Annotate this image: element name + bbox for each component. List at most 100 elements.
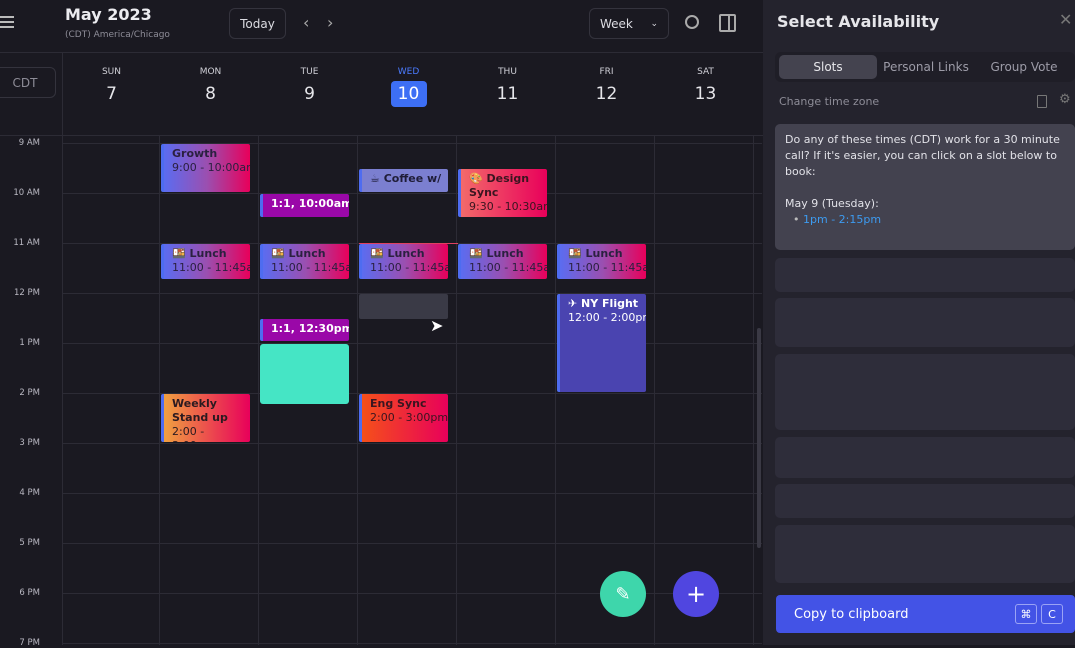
skeleton-row [775, 525, 1075, 583]
search-icon[interactable] [685, 15, 699, 29]
event-time: 11:00 - 11:45am [568, 261, 646, 274]
day-header-tue[interactable]: TUE 9 [260, 67, 359, 107]
availability-message[interactable]: Do any of these times (CDT) work for a 3… [775, 124, 1075, 250]
gear-icon[interactable]: ⚙ [1059, 92, 1071, 107]
hour-line [62, 493, 762, 494]
hour-line [62, 443, 762, 444]
event-title: 🍱 Lunch [172, 247, 227, 260]
event-eng-sync[interactable]: Eng Sync 2:00 - 3:00pm [359, 394, 448, 442]
tab-group-vote[interactable]: Group Vote [990, 60, 1058, 74]
event-ny-flight[interactable]: ✈ NY Flight 12:00 - 2:00pm [557, 294, 646, 392]
day-header-fri[interactable]: FRI 12 [557, 67, 656, 107]
view-select[interactable]: Week ⌄ [589, 8, 669, 39]
calendar-edit-icon: ✎ [615, 583, 631, 605]
add-file-icon[interactable] [1037, 95, 1047, 108]
hour-label: 2 PM [19, 388, 40, 398]
day-divider [753, 135, 754, 645]
day-header-wed[interactable]: WED 10 [359, 67, 458, 107]
event-title: Weekly Stand up [172, 397, 228, 424]
day-name: MON [199, 67, 222, 77]
event-time: 2:00 - 3:00pm [172, 425, 214, 442]
hour-label: 3 PM [19, 438, 40, 448]
day-name: FRI [599, 67, 614, 77]
day-name: WED [397, 67, 420, 77]
day-date: 7 [106, 84, 117, 104]
availability-slot[interactable] [260, 344, 349, 404]
add-event-button[interactable]: + [673, 571, 719, 617]
event-title: 🍱 Lunch [469, 247, 524, 260]
hour-label: 10 AM [13, 188, 40, 198]
event-title: 1:1, 10:00am [271, 197, 349, 210]
event-design-sync[interactable]: 🎨 Design Sync 9:30 - 10:30am [458, 169, 547, 217]
shortcut-key: ⌘ [1015, 604, 1037, 624]
event-title: Eng Sync [370, 397, 427, 410]
day-header-thu[interactable]: THU 11 [458, 67, 557, 107]
slot-link[interactable]: 1pm - 2:15pm [803, 213, 882, 226]
panel-title: Select Availability [777, 12, 940, 31]
next-icon[interactable]: › [327, 13, 334, 32]
event-one-on-one[interactable]: 1:1, 12:30pm [260, 319, 349, 341]
plus-icon: + [685, 580, 707, 608]
hour-label: 9 AM [18, 138, 40, 148]
event-time: 11:00 - 11:45am [172, 261, 250, 274]
day-name: TUE [300, 67, 319, 77]
tab-slots[interactable]: Slots [779, 55, 877, 79]
event-title: 🎨 Design Sync [469, 172, 530, 199]
current-time-line [359, 243, 458, 244]
skeleton-row [775, 354, 1075, 430]
day-date: 9 [304, 84, 315, 104]
event-time: 2:00 - 3:00pm [370, 411, 448, 424]
day-header-sun[interactable]: SUN 7 [62, 67, 161, 107]
hour-line [62, 393, 762, 394]
hour-label: 7 PM [19, 638, 40, 648]
event-one-on-one[interactable]: 1:1, 10:00am [260, 194, 349, 217]
today-button[interactable]: Today [229, 8, 286, 39]
selected-slot[interactable] [359, 294, 448, 319]
day-header-mon[interactable]: MON 8 [161, 67, 260, 107]
change-timezone-link[interactable]: Change time zone [779, 95, 880, 108]
skeleton-row [775, 437, 1075, 478]
event-title: Growth [172, 147, 218, 160]
event-time: 12:00 - 2:00pm [568, 311, 646, 324]
day-name: THU [498, 67, 517, 77]
copy-to-clipboard-button[interactable]: Copy to clipboard ⌘ C [776, 595, 1075, 633]
scrollbar[interactable] [757, 328, 761, 548]
close-icon[interactable]: ✕ [1059, 10, 1073, 29]
event-time: 11:00 - 11:45am [469, 261, 547, 274]
event-title: 1:1, 12:30pm [271, 322, 349, 335]
tab-personal-links[interactable]: Personal Links [883, 60, 969, 74]
hour-label: 12 PM [14, 288, 40, 298]
calendar: May 2023 (CDT) America/Chicago Today ‹ ›… [0, 5, 763, 648]
event-time: 9:30 - 10:30am [469, 200, 547, 213]
sidebar-toggle-icon[interactable] [719, 14, 736, 32]
day-divider [159, 135, 160, 645]
event-title: 🍱 Lunch [568, 247, 623, 260]
hour-label: 6 PM [19, 588, 40, 598]
event-growth[interactable]: Growth 9:00 - 10:00am [161, 144, 250, 192]
event-time: 11:00 - 11:45am [271, 261, 349, 274]
event-coffee[interactable]: ☕ Coffee w/ [359, 169, 448, 192]
shortcut-key: C [1041, 604, 1063, 624]
event-title: ☕ Coffee w/ [370, 172, 442, 185]
timezone-badge[interactable]: CDT [0, 67, 56, 98]
skeleton-row [775, 298, 1075, 347]
schedule-edit-button[interactable]: ✎ [600, 571, 646, 617]
day-divider [654, 135, 655, 645]
day-divider [357, 135, 358, 645]
day-divider [555, 135, 556, 645]
day-date: 12 [595, 84, 618, 104]
prev-icon[interactable]: ‹ [303, 13, 310, 32]
event-weekly-standup[interactable]: Weekly Stand up2:00 - 3:00pm [161, 394, 250, 442]
hour-line [62, 193, 762, 194]
slot-day-label: May 9 (Tuesday): [785, 197, 879, 210]
day-date: 13 [694, 84, 717, 104]
menu-icon[interactable] [0, 16, 14, 28]
hour-line [62, 643, 762, 644]
day-header-sat[interactable]: SAT 13 [656, 67, 755, 107]
hour-label: 1 PM [19, 338, 40, 348]
